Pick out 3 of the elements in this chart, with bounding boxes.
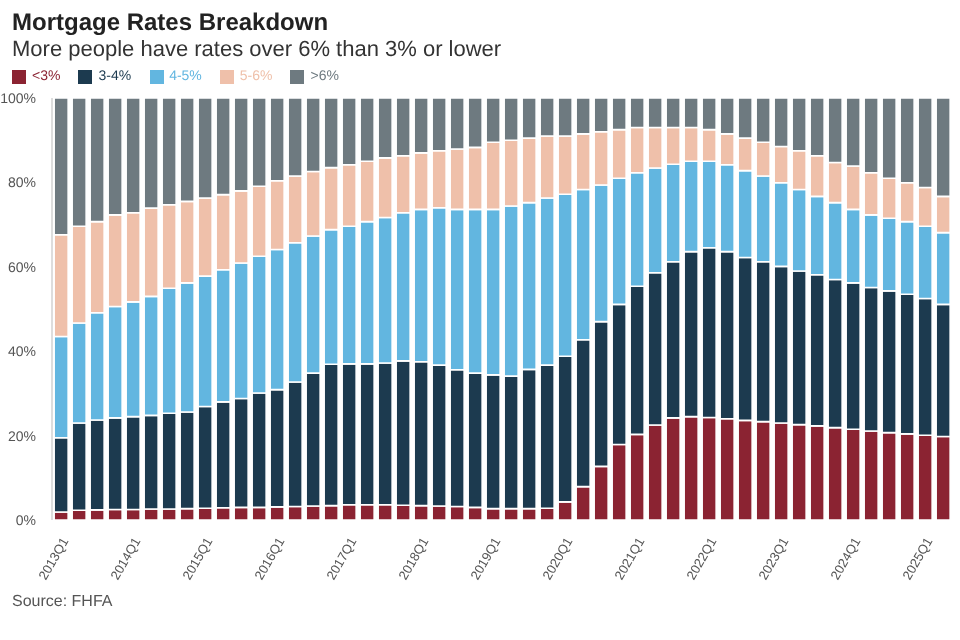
chart-title: Mortgage Rates Breakdown	[12, 8, 331, 36]
source-note: Source: FHFA	[10, 592, 115, 610]
chart-subtitle: More people have rates over 6% than 3% or lower	[12, 38, 504, 62]
